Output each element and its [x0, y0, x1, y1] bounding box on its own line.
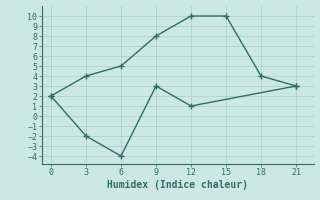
X-axis label: Humidex (Indice chaleur): Humidex (Indice chaleur)	[107, 180, 248, 190]
